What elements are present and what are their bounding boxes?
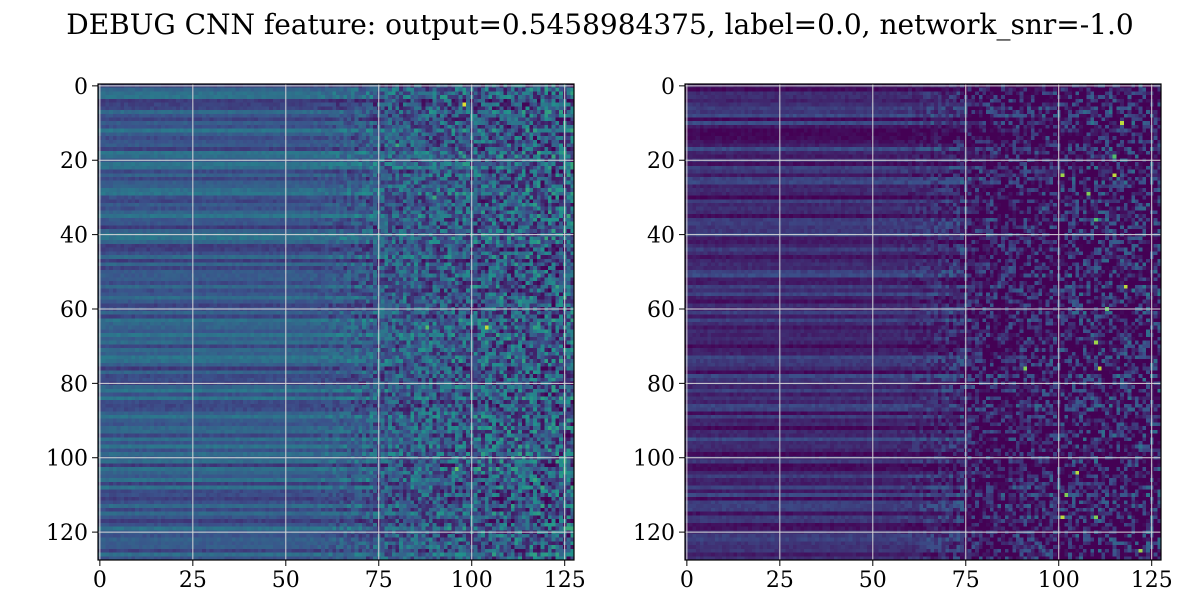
y-tick-label: 80 [60, 372, 88, 397]
ticks-right: 0 25 50 75 100 125 0 20 40 60 80 100 120 [633, 75, 1173, 593]
y-tick-label: 0 [661, 75, 675, 100]
heatmap-panel-right: 0 25 50 75 100 125 0 20 40 60 80 100 120 [633, 75, 1173, 593]
x-tick-label: 50 [272, 568, 300, 593]
x-tick-label: 25 [179, 568, 207, 593]
y-tick-label: 40 [647, 224, 675, 249]
x-tick-label: 100 [451, 568, 493, 593]
x-tick-label: 50 [859, 568, 887, 593]
y-tick-label: 40 [60, 224, 88, 249]
x-tick-label: 75 [365, 568, 393, 593]
grid-left [98, 84, 574, 560]
y-tick-label: 60 [60, 298, 88, 323]
x-tick-label: 125 [544, 568, 586, 593]
heatmap-image-right [685, 84, 1161, 560]
y-tick-label: 60 [647, 298, 675, 323]
x-tick-label: 25 [766, 568, 794, 593]
y-tick-label: 20 [60, 149, 88, 174]
y-tick-label: 120 [633, 521, 675, 546]
x-tick-label: 0 [93, 568, 107, 593]
axes-frame-left [97, 83, 575, 561]
y-tick-label: 100 [633, 447, 675, 472]
y-tick-label: 0 [74, 75, 88, 100]
heatmap-image-left [98, 84, 574, 560]
y-tick-label: 20 [647, 149, 675, 174]
x-tick-label: 75 [952, 568, 980, 593]
x-tick-label: 0 [680, 568, 694, 593]
ticks-left: 0 25 50 75 100 125 0 20 40 60 80 100 120 [46, 75, 586, 593]
y-tick-label: 80 [647, 372, 675, 397]
y-tick-label: 100 [46, 447, 88, 472]
grid-right [685, 84, 1161, 560]
x-tick-label: 125 [1131, 568, 1173, 593]
y-tick-label: 120 [46, 521, 88, 546]
figure-title: DEBUG CNN feature: output=0.5458984375, … [66, 8, 1134, 41]
heatmap-panel-left: 0 25 50 75 100 125 0 20 40 60 80 100 120 [46, 75, 586, 593]
x-tick-label: 100 [1038, 568, 1080, 593]
axes-frame-right [684, 83, 1162, 561]
